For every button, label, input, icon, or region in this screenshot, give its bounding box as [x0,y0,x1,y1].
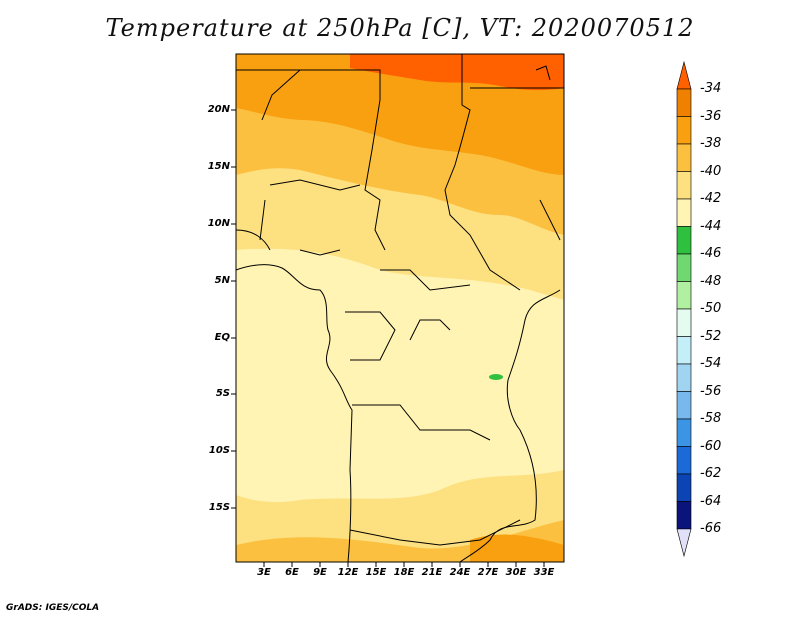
axis-ticks [231,109,545,567]
colorbar-label: -56 [700,384,722,399]
colorbar-arrow-top [676,60,692,90]
colorbar-swatch [676,88,692,117]
field-minus-42 [236,248,564,503]
colorbar-swatch [676,171,692,200]
field-north-orange [236,54,564,175]
lon-label-15e: 15E [365,567,387,578]
colorbar-label: -38 [700,136,722,151]
colorbar-swatch [676,281,692,310]
lon-label-33e: 33E [533,567,555,578]
colorbar-swatch [676,363,692,392]
lon-label-6e: 6E [285,567,299,578]
lat-label-5s: 5S [215,388,230,399]
lon-label-27e: 27E [477,567,499,578]
lon-label-21e: 21E [421,567,443,578]
lat-label-10n: 10N [207,218,230,229]
lat-label-15n: 15N [207,161,230,172]
colorbar-swatch [676,198,692,227]
colorbar-label: -40 [700,164,722,179]
colorbar-swatch [676,116,692,145]
temperature-shading [236,54,564,562]
colorbar-label: -62 [700,466,722,481]
colorbar-swatch [676,336,692,365]
field-south-orange [470,534,564,562]
colorbar-label: -46 [700,246,722,261]
colorbar-swatch [676,308,692,337]
colorbar-label: -58 [700,411,722,426]
lon-label-24e: 24E [449,567,471,578]
lon-label-12e: 12E [337,567,359,578]
lat-label-20n: 20N [207,104,230,115]
colorbar-swatch [676,253,692,282]
colorbar-label: -42 [700,191,722,206]
colorbar-swatch [676,143,692,172]
footer-credit: GrADS: IGES/COLA [6,603,100,613]
colorbar-swatch [676,226,692,255]
country-borders [235,54,564,563]
field-north-deep [350,54,564,91]
lat-label-15s: 15S [208,502,230,513]
colorbar-label: -54 [700,356,722,371]
lon-label-3e: 3E [257,567,271,578]
lon-label-30e: 30E [505,567,527,578]
colorbar-swatch [676,418,692,447]
colorbar-swatch [676,473,692,502]
colorbar-label: -36 [700,109,722,124]
lon-label-9e: 9E [313,567,327,578]
field-minus-44-patch [489,374,503,380]
colorbar-label: -50 [700,301,722,316]
lon-label-18e: 18E [393,567,415,578]
map-frame [235,53,565,563]
colorbar-label: -52 [700,329,722,344]
colorbar-label: -48 [700,274,722,289]
colorbar-label: -60 [700,439,722,454]
chart-title: Temperature at 250hPa [C], VT: 202007051… [105,14,695,42]
colorbar-label: -66 [700,521,722,536]
colorbar-label: -64 [700,494,722,509]
colorbar-arrow-bottom [676,528,692,558]
colorbar-label: -44 [700,219,722,234]
colorbar [676,60,692,558]
lat-label-eq: EQ [214,332,230,343]
lat-label-5n: 5N [214,275,230,286]
colorbar-swatch [676,446,692,475]
colorbar-label: -34 [700,81,722,96]
colorbar-swatch [676,391,692,420]
lat-label-10s: 10S [208,445,230,456]
colorbar-swatch [676,501,692,530]
